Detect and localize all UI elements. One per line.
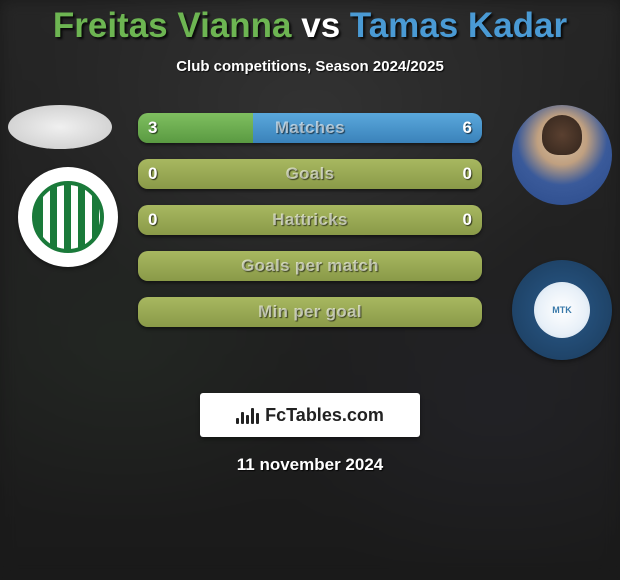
stat-value-right: 0 [463,205,472,235]
stat-value-right: 6 [463,113,472,143]
stat-label: Goals per match [138,251,482,281]
stat-value-left: 3 [148,113,157,143]
comparison-title: Freitas Vianna vs Tamas Kadar [0,0,620,46]
stat-row: Goals0 0 [138,159,482,189]
stat-value-left: 0 [148,159,157,189]
stat-row: Matches3 6 [138,113,482,143]
club-right-badge-icon: MTK [534,282,590,338]
comparison-subtitle: Club competitions, Season 2024/2025 [0,58,620,75]
player-right-name: Tamas Kadar [350,6,567,45]
stat-label: Min per goal [138,297,482,327]
club-left-badge [18,167,118,267]
stat-row: Hattricks0 0 [138,205,482,235]
stat-row: Min per goal [138,297,482,327]
stat-row: Goals per match [138,251,482,281]
stat-value-left: 0 [148,205,157,235]
brand-badge: FcTables.com [200,393,420,437]
brand-text: FcTables.com [265,405,384,426]
brand-chart-icon [236,406,259,424]
stat-bars: Matches36Goals00Hattricks00Goals per mat… [138,113,482,343]
player-left-name: Freitas Vianna [53,6,292,45]
vs-separator: vs [301,6,340,45]
snapshot-date: 11 november 2024 [0,455,620,475]
comparison-chart: MTK Matches36Goals00Hattricks00Goals per… [0,105,620,375]
player-right-avatar [512,105,612,205]
club-right-badge: MTK [512,260,612,360]
stat-label: Hattricks [138,205,482,235]
stat-label: Goals [138,159,482,189]
player-left-avatar [8,105,112,149]
club-left-badge-icon [32,181,104,253]
stat-value-right: 0 [463,159,472,189]
stat-label: Matches [138,113,482,143]
